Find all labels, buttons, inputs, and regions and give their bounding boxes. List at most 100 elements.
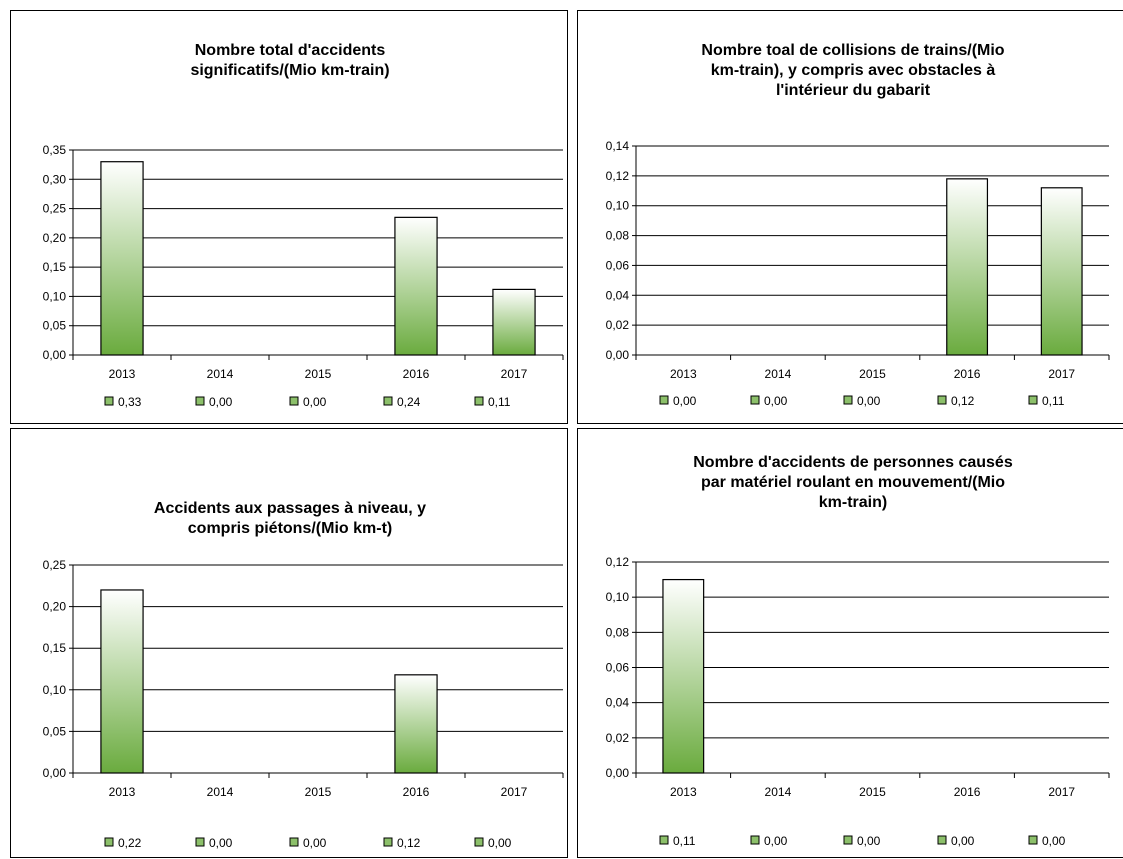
legend-entry: 0,00 bbox=[1042, 834, 1066, 848]
x-tick-label: 2017 bbox=[1048, 367, 1075, 381]
y-tick-label: 0,00 bbox=[43, 766, 67, 780]
legend-marker bbox=[1028, 835, 1038, 845]
chart-title-line: Nombre d'accidents de personnes causés bbox=[693, 454, 1013, 471]
bar-2013 bbox=[100, 589, 144, 774]
x-tick-label: 2016 bbox=[403, 785, 430, 799]
legend-entry: 0,00 bbox=[303, 395, 327, 409]
chart-title-line: Nombre toal de collisions de trains/(Mio bbox=[701, 42, 1004, 59]
chart-title: Nombre toal de collisions de trains/(Mio… bbox=[701, 42, 1004, 99]
legend-entry: 0,00 bbox=[951, 834, 975, 848]
y-tick-label: 0,00 bbox=[43, 348, 67, 362]
legend-entry: 0,00 bbox=[673, 394, 697, 408]
chart-svg: Nombre toal de collisions de trains/(Mio… bbox=[606, 42, 1110, 408]
y-tick-label: 0,15 bbox=[43, 641, 67, 655]
y-tick-label: 0,00 bbox=[606, 348, 630, 362]
chart-title-line: km-train) bbox=[819, 494, 887, 511]
y-tick-label: 0,25 bbox=[43, 202, 67, 216]
chart-title-line: l'intérieur du gabarit bbox=[776, 82, 931, 99]
chart-title-line: significatifs/(Mio km-train) bbox=[190, 62, 389, 79]
bar-2013 bbox=[100, 161, 144, 356]
legend-entry: 0,00 bbox=[209, 395, 233, 409]
legend-marker bbox=[1028, 395, 1038, 405]
legend-entry: 0,12 bbox=[951, 394, 975, 408]
chart-panel-total-accidents: Nombre total d'accidents significatifs/(M… bbox=[10, 10, 568, 424]
y-tick-label: 0,20 bbox=[43, 231, 67, 245]
chart-title: Nombre d'accidents de personnes causés pa… bbox=[693, 454, 1013, 511]
legend-entry: 0,00 bbox=[764, 834, 788, 848]
y-tick-label: 0,00 bbox=[606, 766, 630, 780]
y-tick-label: 0,05 bbox=[43, 319, 67, 333]
chart-svg: Accidents aux passages à niveau, y compri… bbox=[43, 500, 564, 850]
x-tick-label: 2017 bbox=[501, 785, 528, 799]
bar-2016 bbox=[946, 178, 989, 356]
chart-svg: Nombre d'accidents de personnes causés pa… bbox=[606, 454, 1110, 848]
legend-marker bbox=[104, 396, 114, 406]
y-tick-label: 0,12 bbox=[606, 555, 630, 569]
legend-entry: 0,24 bbox=[397, 395, 421, 409]
legend-marker bbox=[843, 395, 853, 405]
legend-entry: 0,11 bbox=[1042, 394, 1065, 408]
chart-title-line: km-train), y compris avec obstacles à bbox=[711, 62, 996, 79]
x-tick-label: 2014 bbox=[765, 785, 792, 799]
legend-marker bbox=[659, 835, 669, 845]
x-tick-label: 2013 bbox=[670, 785, 697, 799]
chart-title-line: compris piétons/(Mio km-t) bbox=[188, 520, 392, 537]
x-tick-label: 2013 bbox=[109, 785, 136, 799]
legend-entry: 0,00 bbox=[209, 836, 233, 850]
chart-panel-person-accidents: Nombre d'accidents de personnes causés pa… bbox=[577, 428, 1123, 858]
y-tick-label: 0,08 bbox=[606, 229, 630, 243]
y-tick-label: 0,04 bbox=[606, 288, 630, 302]
bar-2017 bbox=[492, 288, 536, 356]
x-tick-label: 2017 bbox=[501, 367, 528, 381]
x-tick-label: 2016 bbox=[954, 367, 981, 381]
y-tick-label: 0,20 bbox=[43, 600, 67, 614]
bar-2016 bbox=[394, 674, 438, 774]
legend-entry: 0,11 bbox=[488, 395, 511, 409]
legend-entry: 0,33 bbox=[118, 395, 142, 409]
chart-title-line: Accidents aux passages à niveau, y bbox=[154, 500, 426, 517]
y-tick-label: 0,06 bbox=[606, 661, 630, 675]
bar-2017 bbox=[1040, 187, 1083, 356]
y-tick-label: 0,10 bbox=[43, 683, 67, 697]
x-tick-label: 2017 bbox=[1048, 785, 1075, 799]
x-tick-label: 2016 bbox=[403, 367, 430, 381]
legend-marker bbox=[195, 396, 205, 406]
legend-entry: 0,00 bbox=[857, 394, 881, 408]
chart-panel-level-crossings: Accidents aux passages à niveau, y compri… bbox=[10, 428, 568, 858]
legend-marker bbox=[289, 396, 299, 406]
chart-title-line: par matériel roulant en mouvement/(Mio bbox=[701, 474, 1005, 491]
y-tick-label: 0,04 bbox=[606, 696, 630, 710]
chart-panel-train-collisions: Nombre toal de collisions de trains/(Mio… bbox=[577, 10, 1123, 424]
legend-marker bbox=[750, 835, 760, 845]
y-tick-label: 0,10 bbox=[606, 590, 630, 604]
y-tick-label: 0,05 bbox=[43, 724, 67, 738]
legend-entry: 0,11 bbox=[673, 834, 696, 848]
x-tick-label: 2015 bbox=[305, 785, 332, 799]
legend-marker bbox=[474, 396, 484, 406]
y-tick-label: 0,02 bbox=[606, 318, 630, 332]
y-tick-label: 0,06 bbox=[606, 258, 630, 272]
legend-entry: 0,00 bbox=[857, 834, 881, 848]
y-tick-label: 0,02 bbox=[606, 731, 630, 745]
legend-entry: 0,00 bbox=[303, 836, 327, 850]
x-tick-label: 2015 bbox=[859, 785, 886, 799]
bar-2016 bbox=[394, 216, 438, 356]
x-tick-label: 2016 bbox=[954, 785, 981, 799]
legend-marker bbox=[843, 835, 853, 845]
y-tick-label: 0,30 bbox=[43, 172, 67, 186]
chart-svg: Nombre total d'accidents significatifs/(M… bbox=[43, 42, 564, 409]
legend-marker bbox=[750, 395, 760, 405]
y-tick-label: 0,10 bbox=[606, 199, 630, 213]
x-tick-label: 2014 bbox=[765, 367, 792, 381]
x-tick-label: 2015 bbox=[305, 367, 332, 381]
legend-marker bbox=[937, 395, 947, 405]
chart-title-line: Nombre total d'accidents bbox=[195, 42, 386, 59]
legend-entry: 0,12 bbox=[397, 836, 421, 850]
bar-2013 bbox=[662, 578, 705, 774]
y-tick-label: 0,10 bbox=[43, 289, 67, 303]
chart-title: Accidents aux passages à niveau, y compri… bbox=[154, 500, 426, 537]
legend-entry: 0,00 bbox=[488, 836, 512, 850]
chart-title: Nombre total d'accidents significatifs/(M… bbox=[190, 42, 389, 79]
y-tick-label: 0,08 bbox=[606, 625, 630, 639]
legend-entry: 0,00 bbox=[764, 394, 788, 408]
